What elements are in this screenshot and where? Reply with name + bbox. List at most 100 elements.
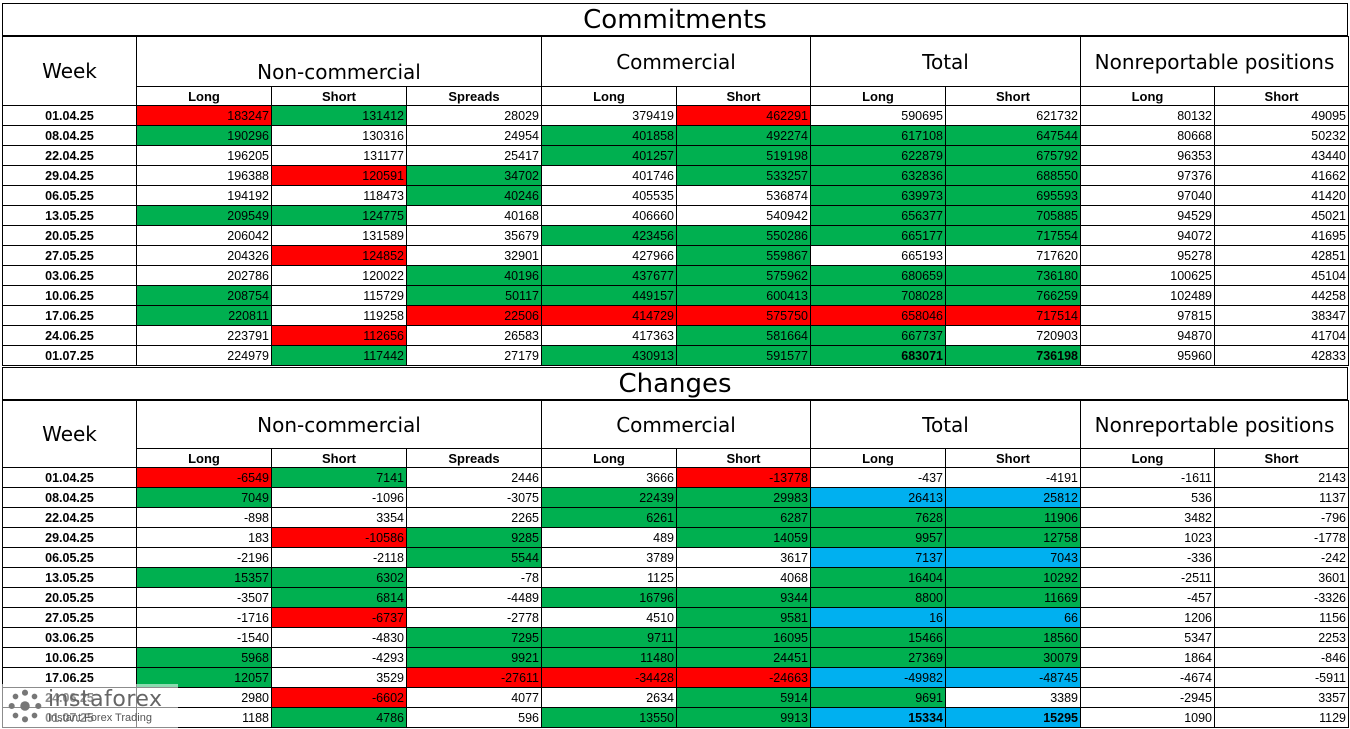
nc-long-cell: 206042 [136,225,272,246]
nc-long-cell: 12057 [136,667,272,688]
changes-table: Week Non-commercial Commercial Total Non… [2,400,1350,728]
c-short-header: Short [676,86,811,106]
nr-short-cell: 41420 [1213,185,1350,206]
nc-spreads-cell: -4489 [406,587,542,608]
t-short-cell: 25812 [945,487,1081,508]
commitments-title: Commitments [2,3,1348,36]
t-short-cell: 736180 [945,265,1081,286]
nr-short-cell: -796 [1213,507,1350,528]
c-long-cell: 417363 [541,325,677,346]
nc-spreads-cell: 24954 [406,125,542,146]
nr-long-cell: 80668 [1080,125,1215,146]
nc-short-cell: 131589 [271,225,407,246]
nc-short-header: Short [271,448,407,468]
c-long-cell: 3789 [541,547,677,568]
t-long-cell: 27369 [810,647,946,668]
nr-long-cell: 1023 [1080,527,1215,548]
c-long-cell: 405535 [541,185,677,206]
nr-short-header: Short [1213,448,1350,468]
week-cell: 01.04.25 [2,467,137,488]
nr-short-cell: 50232 [1213,125,1350,146]
c-short-cell: 14059 [676,527,811,548]
nc-short-cell: 6814 [271,587,407,608]
week-cell: 06.05.25 [2,185,137,206]
week-cell: 01.04.25 [2,105,137,126]
nc-short-cell: 7141 [271,467,407,488]
c-long-cell: 9711 [541,627,677,648]
nc-spreads-cell: 25417 [406,145,542,166]
nc-long-cell: 220811 [136,305,272,326]
c-short-cell: 9913 [676,707,811,728]
nc-spreads-cell: 34702 [406,165,542,186]
non-commercial-header: Non-commercial [136,400,542,449]
nr-long-cell: 536 [1080,487,1215,508]
t-short-cell: 717620 [945,245,1081,266]
c-short-cell: 581664 [676,325,811,346]
c-long-cell: 2634 [541,687,677,708]
nr-long-cell: 100625 [1080,265,1215,286]
t-long-header: Long [810,448,946,468]
nc-spreads-cell: 40246 [406,185,542,206]
nr-long-header: Long [1080,448,1215,468]
nc-short-cell: 3529 [271,667,407,688]
nc-short-cell: 115729 [271,285,407,306]
c-long-cell: 16796 [541,587,677,608]
week-cell: 27.05.25 [2,245,137,266]
table-row: 17.06.25 12057 3529 -27611 -34428 -24663 -4998… [2,667,1350,688]
nc-long-cell: 196205 [136,145,272,166]
nc-short-cell: -2118 [271,547,407,568]
nr-short-cell: 41704 [1213,325,1350,346]
c-long-cell: 1125 [541,567,677,588]
table-row: 03.06.25 202786 120022 40196 437677 575962 680… [2,265,1350,286]
t-short-cell: 11906 [945,507,1081,528]
t-long-cell: 680659 [810,265,946,286]
nc-short-cell: 117442 [271,345,407,366]
t-long-cell: 15466 [810,627,946,648]
nr-long-cell: -457 [1080,587,1215,608]
t-short-cell: -48745 [945,667,1081,688]
table-row: 13.05.25 209549 124775 40168 406660 540942 656… [2,205,1350,226]
table-row: 01.07.2511884786596135509913153341529510… [2,707,1350,728]
nc-spreads-cell: 9285 [406,527,542,548]
c-short-cell: 575962 [676,265,811,286]
nc-short-cell: -6602 [271,687,407,708]
c-short-cell: 3617 [676,547,811,568]
nc-long-cell: 7049 [136,487,272,508]
non-commercial-header: Non-commercial [136,36,542,87]
logo-name: instaforex [48,686,163,712]
c-long-cell: 11480 [541,647,677,668]
t-long-cell: 15334 [810,707,946,728]
nc-short-cell: 118473 [271,185,407,206]
c-long-cell: 406660 [541,205,677,226]
nc-long-cell: 208754 [136,285,272,306]
c-short-cell: 492274 [676,125,811,146]
table-row: 22.04.25 -898 3354 2265 6261 6287 7628 11906 348… [2,507,1350,528]
total-header: Total [810,400,1081,449]
week-header: Week [2,400,137,468]
nr-long-cell: -1611 [1080,467,1215,488]
c-long-cell: 379419 [541,105,677,126]
nr-long-cell: -2945 [1080,687,1215,708]
t-short-cell: 647544 [945,125,1081,146]
week-cell: 29.04.25 [2,527,137,548]
nr-short-header: Short [1213,86,1350,106]
t-long-cell: 658046 [810,305,946,326]
c-short-header: Short [676,448,811,468]
table-row: 08.04.25 190296 130316 24954 401858 492274 617… [2,125,1350,146]
table-row: 24.06.25 223791 112656 26583 417363 581664 667… [2,325,1350,346]
nonreportable-header: Nonreportable positions [1079,36,1350,87]
nr-long-cell: -4674 [1080,667,1215,688]
t-short-cell: 688550 [945,165,1081,186]
c-short-cell: 536874 [676,185,811,206]
t-short-cell: 3389 [945,687,1081,708]
nc-short-cell: -10586 [271,527,407,548]
week-cell: 03.06.25 [2,265,137,286]
table-row: 06.05.25 -2196 -2118 5544 3789 3617 7137 7043 -3… [2,547,1350,568]
nc-long-cell: 190296 [136,125,272,146]
table-row: 01.04.25 183247 131412 28029 379419 462291 590… [2,105,1350,126]
c-long-cell: 13550 [541,707,677,728]
c-long-cell: 401257 [541,145,677,166]
t-long-cell: 590695 [810,105,946,126]
nr-long-cell: 95960 [1080,345,1215,366]
t-long-cell: 665193 [810,245,946,266]
